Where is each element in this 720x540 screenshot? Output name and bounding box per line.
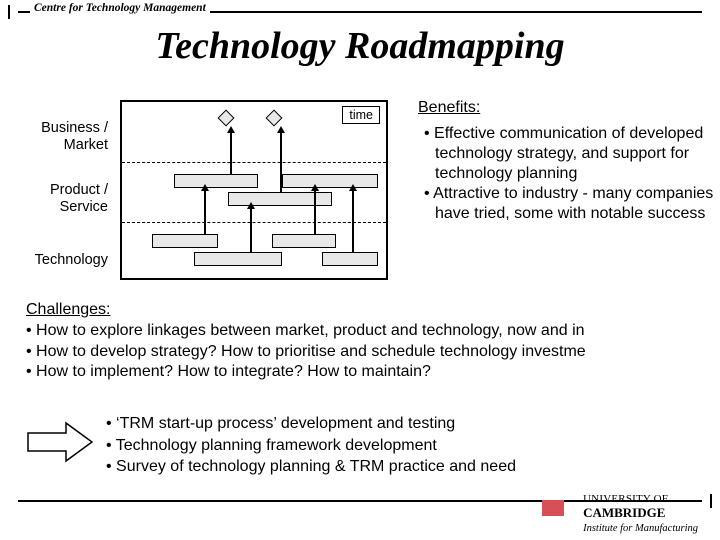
footer: UNIVERSITY OF CAMBRIDGE Institute for Ma… xyxy=(583,493,698,534)
bottom-tick xyxy=(710,494,712,508)
direction-item: • Technology planning framework developm… xyxy=(106,435,516,457)
roadmap-diagram: time xyxy=(120,100,388,280)
time-label: time xyxy=(342,106,380,124)
arrow-head-icon xyxy=(201,184,209,191)
challenges-heading: Challenges: xyxy=(26,300,720,321)
row-label-business: Business / Market xyxy=(0,120,108,153)
link-arrow xyxy=(280,132,282,192)
link-arrow xyxy=(230,132,232,174)
challenges-block: Challenges: • How to explore linkages be… xyxy=(26,300,720,383)
benefits-heading: Benefits: xyxy=(418,98,720,118)
milestone-diamond xyxy=(266,110,283,127)
arrow-head-icon xyxy=(247,202,255,209)
roadmap-bar xyxy=(174,174,258,188)
footer-line2: CAMBRIDGE xyxy=(583,505,698,521)
direction-arrow-icon xyxy=(26,419,96,465)
row-label-product: Product / Service xyxy=(0,182,108,215)
direction-item: • ‘TRM start-up process’ development and… xyxy=(106,413,516,435)
footer-line3: Institute for Manufacturing xyxy=(583,523,698,534)
challenges-item: • How to explore linkages between market… xyxy=(26,321,720,342)
link-arrow xyxy=(314,190,316,234)
direction-item: • Survey of technology planning & TRM pr… xyxy=(106,456,516,478)
benefits-item: • Effective communication of developed t… xyxy=(424,124,720,184)
roadmap-bar xyxy=(228,192,332,206)
arrow-head-icon xyxy=(349,184,357,191)
page-title: Technology Roadmapping xyxy=(0,24,720,68)
benefits-item: • Attractive to industry - many companie… xyxy=(424,184,720,224)
benefits-block: Benefits: • Effective communication of d… xyxy=(418,98,720,224)
ifm-logo xyxy=(542,500,564,516)
roadmap-bar xyxy=(282,174,378,188)
roadmap-bar xyxy=(322,252,378,266)
row-label-technology: Technology xyxy=(0,252,108,269)
footer-line1: UNIVERSITY OF xyxy=(583,493,698,505)
link-arrow xyxy=(250,208,252,252)
arrow-head-icon xyxy=(277,126,285,133)
roadmap-bar xyxy=(152,234,218,248)
lane-divider xyxy=(122,222,386,223)
link-arrow xyxy=(352,190,354,252)
link-arrow xyxy=(204,190,206,234)
arrow-head-icon xyxy=(227,126,235,133)
roadmap-bar xyxy=(194,252,282,266)
roadmap-bar xyxy=(272,234,336,248)
lane-divider xyxy=(122,162,386,163)
challenges-item: • How to implement? How to integrate? Ho… xyxy=(26,362,720,383)
arrow-head-icon xyxy=(311,184,319,191)
header-label: Centre for Technology Management xyxy=(30,2,210,14)
challenges-item: • How to develop strategy? How to priori… xyxy=(26,342,720,363)
top-tick xyxy=(8,5,10,19)
milestone-diamond xyxy=(218,110,235,127)
